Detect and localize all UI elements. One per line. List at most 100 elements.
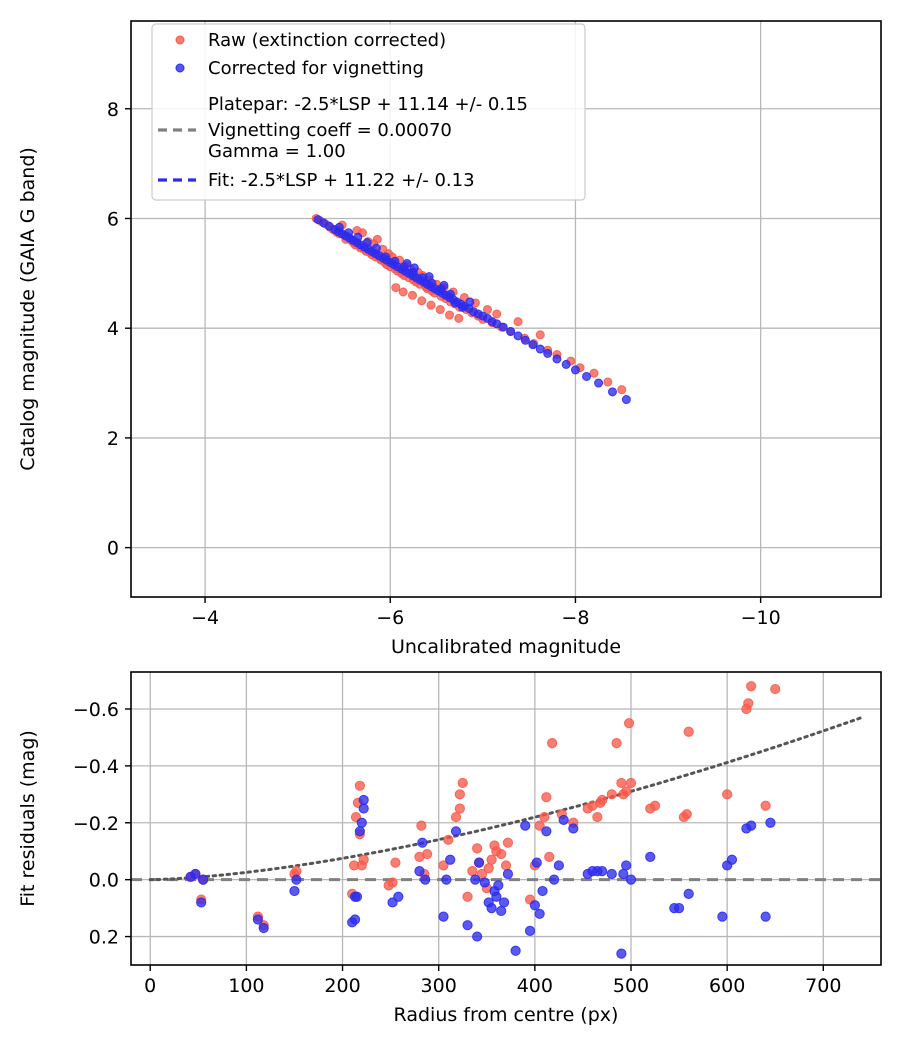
y-tick-label: 6 — [107, 208, 119, 230]
x-tick-label: −8 — [561, 607, 589, 629]
data-point — [358, 794, 369, 806]
legend-entry: Raw (extinction corrected) — [175, 30, 446, 51]
data-point — [496, 848, 507, 860]
data-point — [543, 348, 553, 358]
axes-frame — [130, 20, 882, 598]
data-point — [547, 738, 558, 749]
data-point — [717, 911, 728, 922]
data-point — [457, 302, 467, 312]
x-tick-label: −10 — [741, 607, 781, 629]
data-point — [617, 385, 627, 395]
data-point — [541, 792, 552, 803]
data-point — [582, 371, 592, 381]
data-point — [534, 820, 545, 831]
y-tick-label: 4 — [107, 318, 119, 340]
data-point — [313, 215, 323, 225]
data-point — [568, 823, 579, 834]
data-point — [606, 868, 617, 880]
y-tick-label: −0.4 — [73, 756, 119, 778]
series-raw — [185, 681, 781, 931]
data-point — [539, 811, 550, 823]
data-point — [252, 914, 264, 925]
data-point — [616, 777, 627, 789]
data-point — [760, 911, 771, 922]
y-axis-title: Fit residuals (mag) — [17, 730, 39, 907]
data-point — [438, 911, 449, 922]
data-point — [722, 789, 733, 800]
data-point — [746, 681, 757, 692]
data-point — [618, 868, 629, 880]
x-tick-label: 400 — [517, 975, 553, 997]
x-tick-label: −4 — [191, 607, 219, 629]
data-point — [537, 885, 548, 897]
data-point — [417, 837, 428, 848]
data-point — [354, 780, 365, 791]
grid — [131, 672, 881, 965]
data-point — [558, 814, 569, 826]
data-point — [486, 903, 497, 914]
data-point — [649, 800, 661, 811]
data-point — [472, 843, 483, 854]
data-point — [681, 809, 692, 820]
data-point — [470, 874, 481, 885]
data-point — [528, 340, 538, 350]
vignetting-curve — [148, 716, 864, 882]
data-point — [439, 280, 449, 290]
data-point — [422, 848, 433, 860]
legend-entry: Fit: -2.5*LSP + 11.22 +/- 0.13 — [158, 170, 475, 191]
data-point — [445, 289, 455, 299]
data-point — [390, 256, 400, 266]
x-tick-label: −6 — [376, 607, 404, 629]
legend-entry: Gamma = 1.00 — [208, 141, 346, 162]
data-point — [483, 863, 494, 874]
data-point — [354, 826, 365, 837]
data-point — [492, 309, 502, 319]
data-point — [356, 817, 367, 828]
data-point — [454, 313, 464, 323]
data-point — [445, 854, 456, 865]
data-point — [498, 322, 508, 332]
data-point — [196, 897, 207, 908]
legend-entry-label: Fit: -2.5*LSP + 11.22 +/- 0.13 — [208, 170, 475, 191]
y-tick-label: −0.6 — [73, 699, 119, 721]
data-point — [552, 354, 562, 364]
x-tick-label: 600 — [709, 975, 745, 997]
data-point — [618, 789, 629, 800]
data-point — [506, 326, 516, 336]
data-point — [426, 300, 436, 310]
data-point — [616, 948, 627, 959]
data-point — [349, 914, 361, 925]
data-point — [498, 897, 510, 908]
y-axis-title: Catalog magnitude (GAIA G band) — [17, 147, 39, 471]
data-point — [482, 305, 492, 315]
data-point — [402, 258, 412, 268]
legend-entry-label: Corrected for vignetting — [208, 58, 424, 79]
data-point — [726, 854, 738, 865]
data-point — [372, 234, 382, 244]
legend-entry: Platepar: -2.5*LSP + 11.14 +/- 0.15 — [208, 94, 528, 115]
data-point — [645, 851, 656, 863]
data-layer — [311, 213, 631, 405]
data-point — [561, 359, 571, 369]
legend-entry-label: Vignetting coeff = 0.00070 — [208, 120, 452, 141]
data-point — [334, 222, 344, 232]
series-corrected — [313, 215, 631, 405]
x-tick-label: 100 — [228, 975, 264, 997]
data-point — [531, 857, 542, 868]
data-point — [513, 317, 523, 327]
data-point — [589, 368, 599, 378]
data-point — [760, 800, 771, 811]
data-point — [621, 860, 632, 871]
data-point — [520, 335, 530, 345]
data-point — [548, 874, 560, 885]
data-point — [770, 683, 781, 695]
legend-entry-label: Platepar: -2.5*LSP + 11.14 +/- 0.15 — [208, 94, 528, 115]
data-point — [500, 860, 512, 871]
data-point — [409, 263, 419, 273]
data-point — [344, 228, 354, 238]
data-point — [407, 290, 417, 300]
data-point — [683, 726, 694, 737]
data-point — [443, 834, 454, 845]
data-point — [595, 797, 606, 808]
